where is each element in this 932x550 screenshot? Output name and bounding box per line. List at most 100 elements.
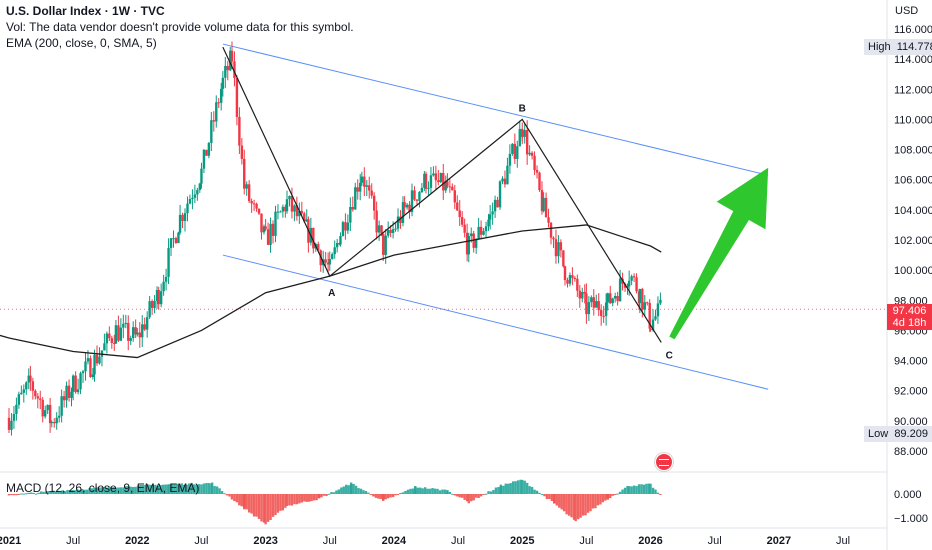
candle-body (226, 65, 229, 71)
candle-body (496, 199, 499, 208)
candle-body (487, 219, 490, 227)
macd-bar (182, 484, 186, 494)
candle-body (67, 385, 71, 398)
macd-bar (438, 490, 442, 494)
macd-bar (95, 487, 99, 494)
macd-bar (396, 494, 400, 495)
macd-bar (431, 488, 434, 494)
candle-body (405, 204, 409, 208)
price-tick-label: 108.000 (894, 145, 932, 157)
macd-bar (448, 491, 452, 494)
macd-bar (504, 483, 507, 494)
candle-body (279, 211, 282, 213)
candle-body (635, 277, 638, 292)
macd-bar (7, 494, 11, 496)
candle-body (274, 211, 277, 236)
macd-bar (604, 494, 607, 501)
candle-body (95, 354, 99, 364)
macd-bar (574, 494, 577, 522)
candle-body (460, 217, 464, 225)
price-tick-label: 94.000 (894, 356, 928, 368)
candle-body (331, 254, 334, 260)
candle-body (119, 327, 123, 341)
macd-bar (613, 494, 617, 495)
candle-body (632, 276, 636, 278)
macd-bar (421, 488, 424, 494)
candle-body (547, 217, 550, 223)
macd-bar (426, 488, 429, 494)
macd-bar (54, 491, 58, 494)
candle-body (540, 190, 544, 212)
candle-body (423, 173, 426, 188)
candle-body (354, 187, 357, 210)
candle-body (41, 399, 44, 417)
candle-body (131, 327, 135, 339)
candle-body (230, 50, 234, 62)
macd-bar (654, 489, 657, 494)
macd-bar (85, 489, 89, 494)
price-tick-label: 100.000 (894, 265, 932, 277)
macd-bar (656, 492, 660, 494)
candle-body (89, 358, 92, 378)
candle-body (573, 277, 577, 279)
candle-body (207, 142, 211, 156)
candle-body (205, 149, 208, 156)
macd-bar (57, 490, 60, 494)
ema-indicator-label[interactable]: EMA (200, close, 0, SMA, 5) (6, 36, 157, 50)
macd-bar (419, 487, 422, 494)
macd-bar (487, 491, 490, 494)
macd-bar (391, 494, 395, 498)
macd-bar (516, 480, 520, 494)
candle-body (506, 165, 509, 185)
macd-bar (584, 494, 587, 516)
macd-bar (497, 487, 500, 494)
macd-bar (463, 494, 466, 500)
macd-bar (621, 489, 624, 494)
candle-body (240, 145, 244, 159)
candle-body (508, 153, 512, 166)
candle-body (76, 389, 80, 393)
candle-body (43, 410, 47, 417)
candle-body (359, 182, 362, 192)
macd-bar (159, 485, 162, 494)
candle-body (260, 213, 263, 233)
candle-body (611, 298, 614, 304)
macd-bar (572, 494, 576, 520)
macd-bar (589, 494, 592, 512)
candle-body (649, 328, 652, 331)
candle-body (542, 197, 545, 212)
volume-notice: Vol: The data vendor doesn't provide vol… (6, 20, 354, 34)
candle-body (15, 404, 18, 414)
macd-bar (525, 482, 529, 494)
macd-bar (404, 490, 407, 494)
candle-body (501, 178, 504, 182)
candle-body (177, 232, 180, 244)
macd-bar (131, 486, 135, 494)
candle-body (276, 211, 280, 213)
macd-bar (228, 494, 231, 497)
macd-bar (594, 494, 597, 509)
macd-bar (467, 494, 470, 504)
macd-histogram (7, 479, 662, 525)
candle-body (444, 181, 447, 191)
macd-bar (550, 494, 554, 501)
macd-indicator-label[interactable]: MACD (12, 26, close, 9, EMA, EMA) (6, 481, 200, 495)
macd-bar (337, 489, 341, 494)
macd-bar (168, 484, 171, 494)
candle-body (503, 178, 507, 185)
macd-bar (274, 494, 277, 516)
symbol-title[interactable]: U.S. Dollar Index · 1W · TVC (6, 4, 165, 18)
us-flag-event-icon[interactable] (655, 453, 673, 471)
macd-bar (190, 482, 193, 494)
candle-body (375, 210, 378, 233)
macd-bar (416, 487, 419, 494)
candle-body (113, 342, 116, 344)
macd-bar (34, 493, 38, 495)
currency-label[interactable]: USD (895, 5, 919, 17)
macd-bar (215, 486, 219, 494)
macd-bar (601, 494, 605, 503)
wave-label-c: C (666, 350, 673, 361)
macd-bar (411, 488, 415, 494)
macd-bar (27, 492, 30, 494)
